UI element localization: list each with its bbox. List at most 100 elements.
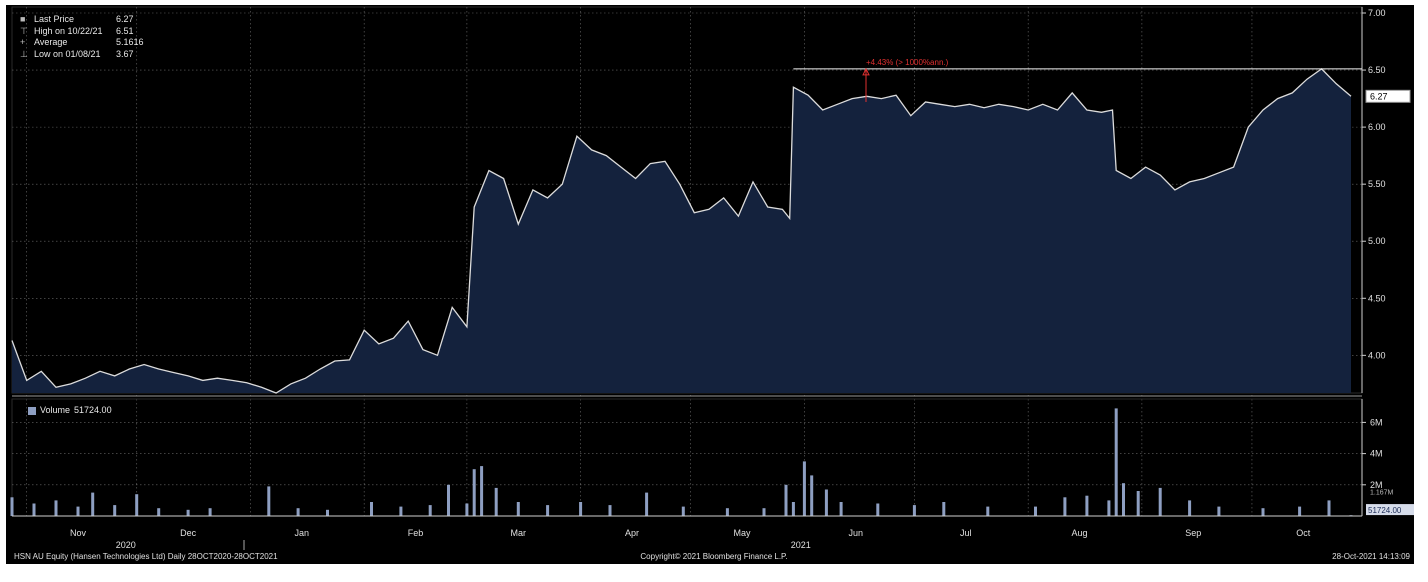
volume-bar [428, 505, 432, 516]
volume-bar [157, 508, 161, 516]
volume-bar [465, 503, 469, 516]
x-tick-label: Oct [1296, 528, 1311, 538]
volume-bar [681, 506, 685, 516]
price-area [12, 68, 1351, 394]
legend-label: Last Price [34, 14, 75, 24]
volume-bar [54, 500, 58, 516]
volume-legend-value: 51724.00 [74, 405, 112, 415]
volume-bar [839, 502, 843, 516]
last-price-tag-label: 6.27 [1370, 91, 1388, 101]
volume-tag [1366, 504, 1414, 516]
price-line [11, 68, 1352, 394]
volume-bar [91, 492, 95, 516]
volume-bar [1136, 491, 1140, 516]
volume-bar [208, 508, 212, 516]
x-tick-label: Dec [180, 528, 197, 538]
footer-left-label: HSN AU Equity (Hansen Technologies Ltd) … [14, 552, 278, 561]
year-label: 2020 [116, 540, 136, 550]
volume-bar [1107, 500, 1111, 516]
volume-bar [1085, 495, 1089, 516]
price-legend: ■ Last Price 6.27 ⊤ High on 10/22/21 6.5… [20, 14, 146, 60]
volume-bar [32, 503, 36, 516]
volume-bar [1261, 508, 1265, 516]
volume-y-tick-label: 6M [1370, 417, 1383, 427]
volume-bar [876, 503, 880, 516]
volume-bar [113, 505, 117, 516]
volume-bar [399, 506, 403, 516]
y-tick-label: 4.50 [1368, 293, 1386, 303]
footer-center-label: Copyright© 2021 Bloomberg Finance L.P. [640, 552, 787, 561]
volume-bar [762, 508, 766, 516]
legend-row-average: + Average 5.1616 [20, 37, 146, 49]
legend-label: High on 10/22/21 [34, 25, 103, 36]
volume-bar [810, 475, 814, 516]
legend-row-low: ⊥ Low on 01/08/21 3.67 [20, 49, 146, 61]
volume-square-icon [28, 407, 36, 415]
legend-label: Average [34, 37, 68, 47]
volume-bar [370, 502, 373, 516]
volume-bar [725, 508, 729, 516]
volume-bar [472, 469, 476, 516]
volume-bar [76, 506, 80, 516]
x-tick-label: Aug [1072, 528, 1088, 538]
volume-bar [1114, 408, 1118, 516]
x-tick-label: Jul [960, 528, 972, 538]
legend-value: 6.27 [116, 14, 134, 24]
volume-legend: Volume 51724.00 [28, 405, 112, 417]
x-tick-label: Sep [1185, 528, 1201, 538]
volume-bar [1188, 500, 1192, 516]
volume-bar [447, 484, 450, 516]
volume-bar [1327, 500, 1331, 516]
volume-bar [784, 484, 788, 516]
y-tick-label: 6.50 [1368, 65, 1386, 75]
volume-bar [1063, 497, 1067, 516]
volume-bar [802, 461, 806, 516]
volume-bar [1122, 483, 1125, 516]
volume-bar [942, 502, 946, 516]
last-price-tag [1365, 89, 1411, 103]
legend-row-last-price: ■ Last Price 6.27 [20, 14, 146, 26]
volume-bar [326, 509, 329, 516]
volume-bar [986, 506, 990, 516]
volume-bar [267, 486, 271, 516]
legend-value: 5.1616 [116, 37, 144, 47]
x-tick-label: Jan [295, 528, 310, 538]
volume-bar [579, 502, 583, 516]
y-tick-label: 5.50 [1368, 179, 1386, 189]
volume-tag-small-label: 1.167M [1370, 490, 1394, 497]
annotation-label: +4.43% (> 1000%ann.) [866, 58, 949, 67]
legend-row-high: ⊤ High on 10/22/21 6.51 [20, 26, 146, 38]
low-marker-icon: ⊥ [20, 48, 28, 59]
volume-bar [296, 508, 300, 516]
volume-bar [824, 489, 828, 516]
volume-bar [1034, 506, 1037, 516]
volume-bar [186, 509, 190, 516]
y-tick-label: 5.00 [1368, 236, 1386, 246]
volume-bar [645, 492, 649, 516]
y-tick-label: 4.00 [1368, 350, 1386, 360]
legend-value: 3.67 [116, 48, 134, 59]
volume-legend-label: Volume [40, 405, 71, 415]
x-tick-label: Feb [408, 528, 424, 538]
high-marker-icon: ⊤ [20, 25, 28, 36]
volume-bar [546, 505, 550, 516]
y-tick-label: 7.00 [1368, 8, 1386, 18]
volume-bar [135, 494, 139, 516]
volume-y-tick-label: 4M [1370, 449, 1383, 459]
legend-value: 6.51 [116, 25, 134, 36]
volume-tag-label: 51724.00 [1368, 506, 1402, 515]
volume-bar [791, 502, 795, 516]
volume-bar [516, 502, 520, 516]
volume-bar [1217, 506, 1221, 516]
average-marker-icon: + [20, 37, 26, 47]
square-icon: ■ [20, 14, 26, 24]
annotation-arrowhead-icon [862, 67, 870, 76]
volume-bar [480, 466, 484, 516]
volume-bar [912, 505, 916, 516]
volume-bar [608, 505, 612, 516]
x-tick-label: Jun [848, 528, 863, 538]
year-label: 2021 [791, 540, 811, 550]
y-tick-label: 6.00 [1368, 122, 1386, 132]
